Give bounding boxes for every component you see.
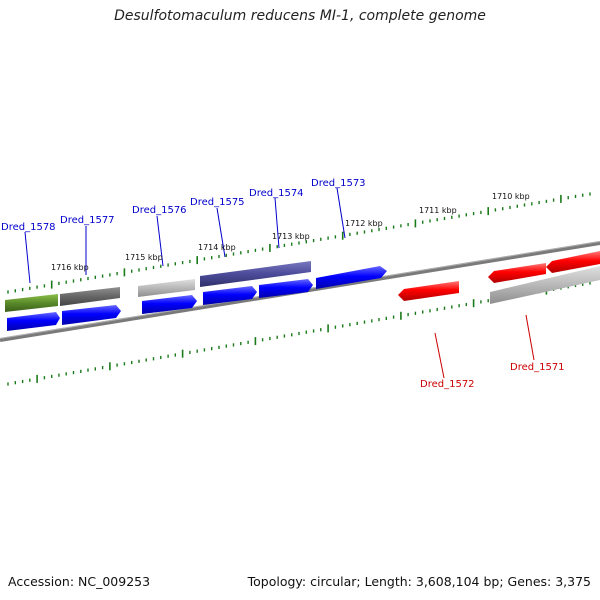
connector-dred-1574 (274, 197, 280, 249)
connector-dred-1575 (216, 207, 226, 258)
kbp-label-1713: 1713 kbp (272, 232, 310, 241)
kbp-label-1710: 1710 kbp (492, 192, 530, 201)
cds-dred-1575[interactable] (203, 286, 257, 305)
connector-dred-1578 (24, 231, 31, 284)
cds-dred-1577[interactable] (62, 305, 121, 325)
gene-label-dred-1577[interactable]: Dred_1577 (60, 215, 115, 226)
gene-label-dred-1578[interactable]: Dred_1578 (1, 222, 56, 233)
page-title: Desulfotomaculum reducens MI-1, complete… (114, 8, 486, 24)
gene-label-dred-1571[interactable]: Dred_1571 (510, 362, 565, 373)
cds-dred-1570-partial[interactable] (546, 251, 600, 273)
connector-dred-1573 (336, 187, 346, 239)
kbp-labels: 1716 kbp 1715 kbp 1714 kbp 1713 kbp 1712… (51, 192, 530, 272)
tick-row-upper (7, 192, 591, 294)
kbp-label-1714: 1714 kbp (198, 243, 236, 252)
feature-slate (200, 261, 311, 287)
feature-dark-gray (60, 287, 120, 306)
gene-label-dred-1572[interactable]: Dred_1572 (420, 379, 475, 390)
gene-label-dred-1574[interactable]: Dred_1574 (249, 188, 304, 199)
connector-dred-1571 (525, 314, 535, 361)
cds-dred-1578[interactable] (7, 312, 60, 331)
kbp-label-1711: 1711 kbp (419, 206, 457, 215)
cds-dred-1572[interactable] (398, 281, 459, 301)
cds-dred-1571[interactable] (488, 263, 546, 283)
connector-dred-1572 (434, 332, 445, 379)
genome-summary-label: Topology: circular; Length: 3,608,104 bp… (247, 574, 591, 589)
cds-dred-1574[interactable] (259, 279, 313, 298)
kbp-label-1712: 1712 kbp (345, 219, 383, 228)
feature-light-gray (138, 279, 195, 297)
gene-label-dred-1573[interactable]: Dred_1573 (311, 178, 366, 189)
kbp-label-1716: 1716 kbp (51, 263, 89, 272)
gene-label-dred-1576[interactable]: Dred_1576 (132, 205, 187, 216)
feature-light-gray-right (490, 266, 600, 304)
cds-dred-1573[interactable] (316, 266, 387, 289)
cds-dred-1576[interactable] (142, 295, 197, 314)
feature-green (5, 294, 58, 312)
connector-dred-1576 (156, 215, 164, 267)
gene-label-dred-1575[interactable]: Dred_1575 (190, 197, 245, 208)
gene-label-connectors (24, 187, 535, 379)
tick-row-lower (7, 281, 591, 386)
kbp-label-1715: 1715 kbp (125, 253, 163, 262)
gene-labels: Dred_1578 Dred_1577 Dred_1576 Dred_1575 … (1, 178, 565, 390)
accession-label: Accession: NC_009253 (8, 574, 151, 589)
